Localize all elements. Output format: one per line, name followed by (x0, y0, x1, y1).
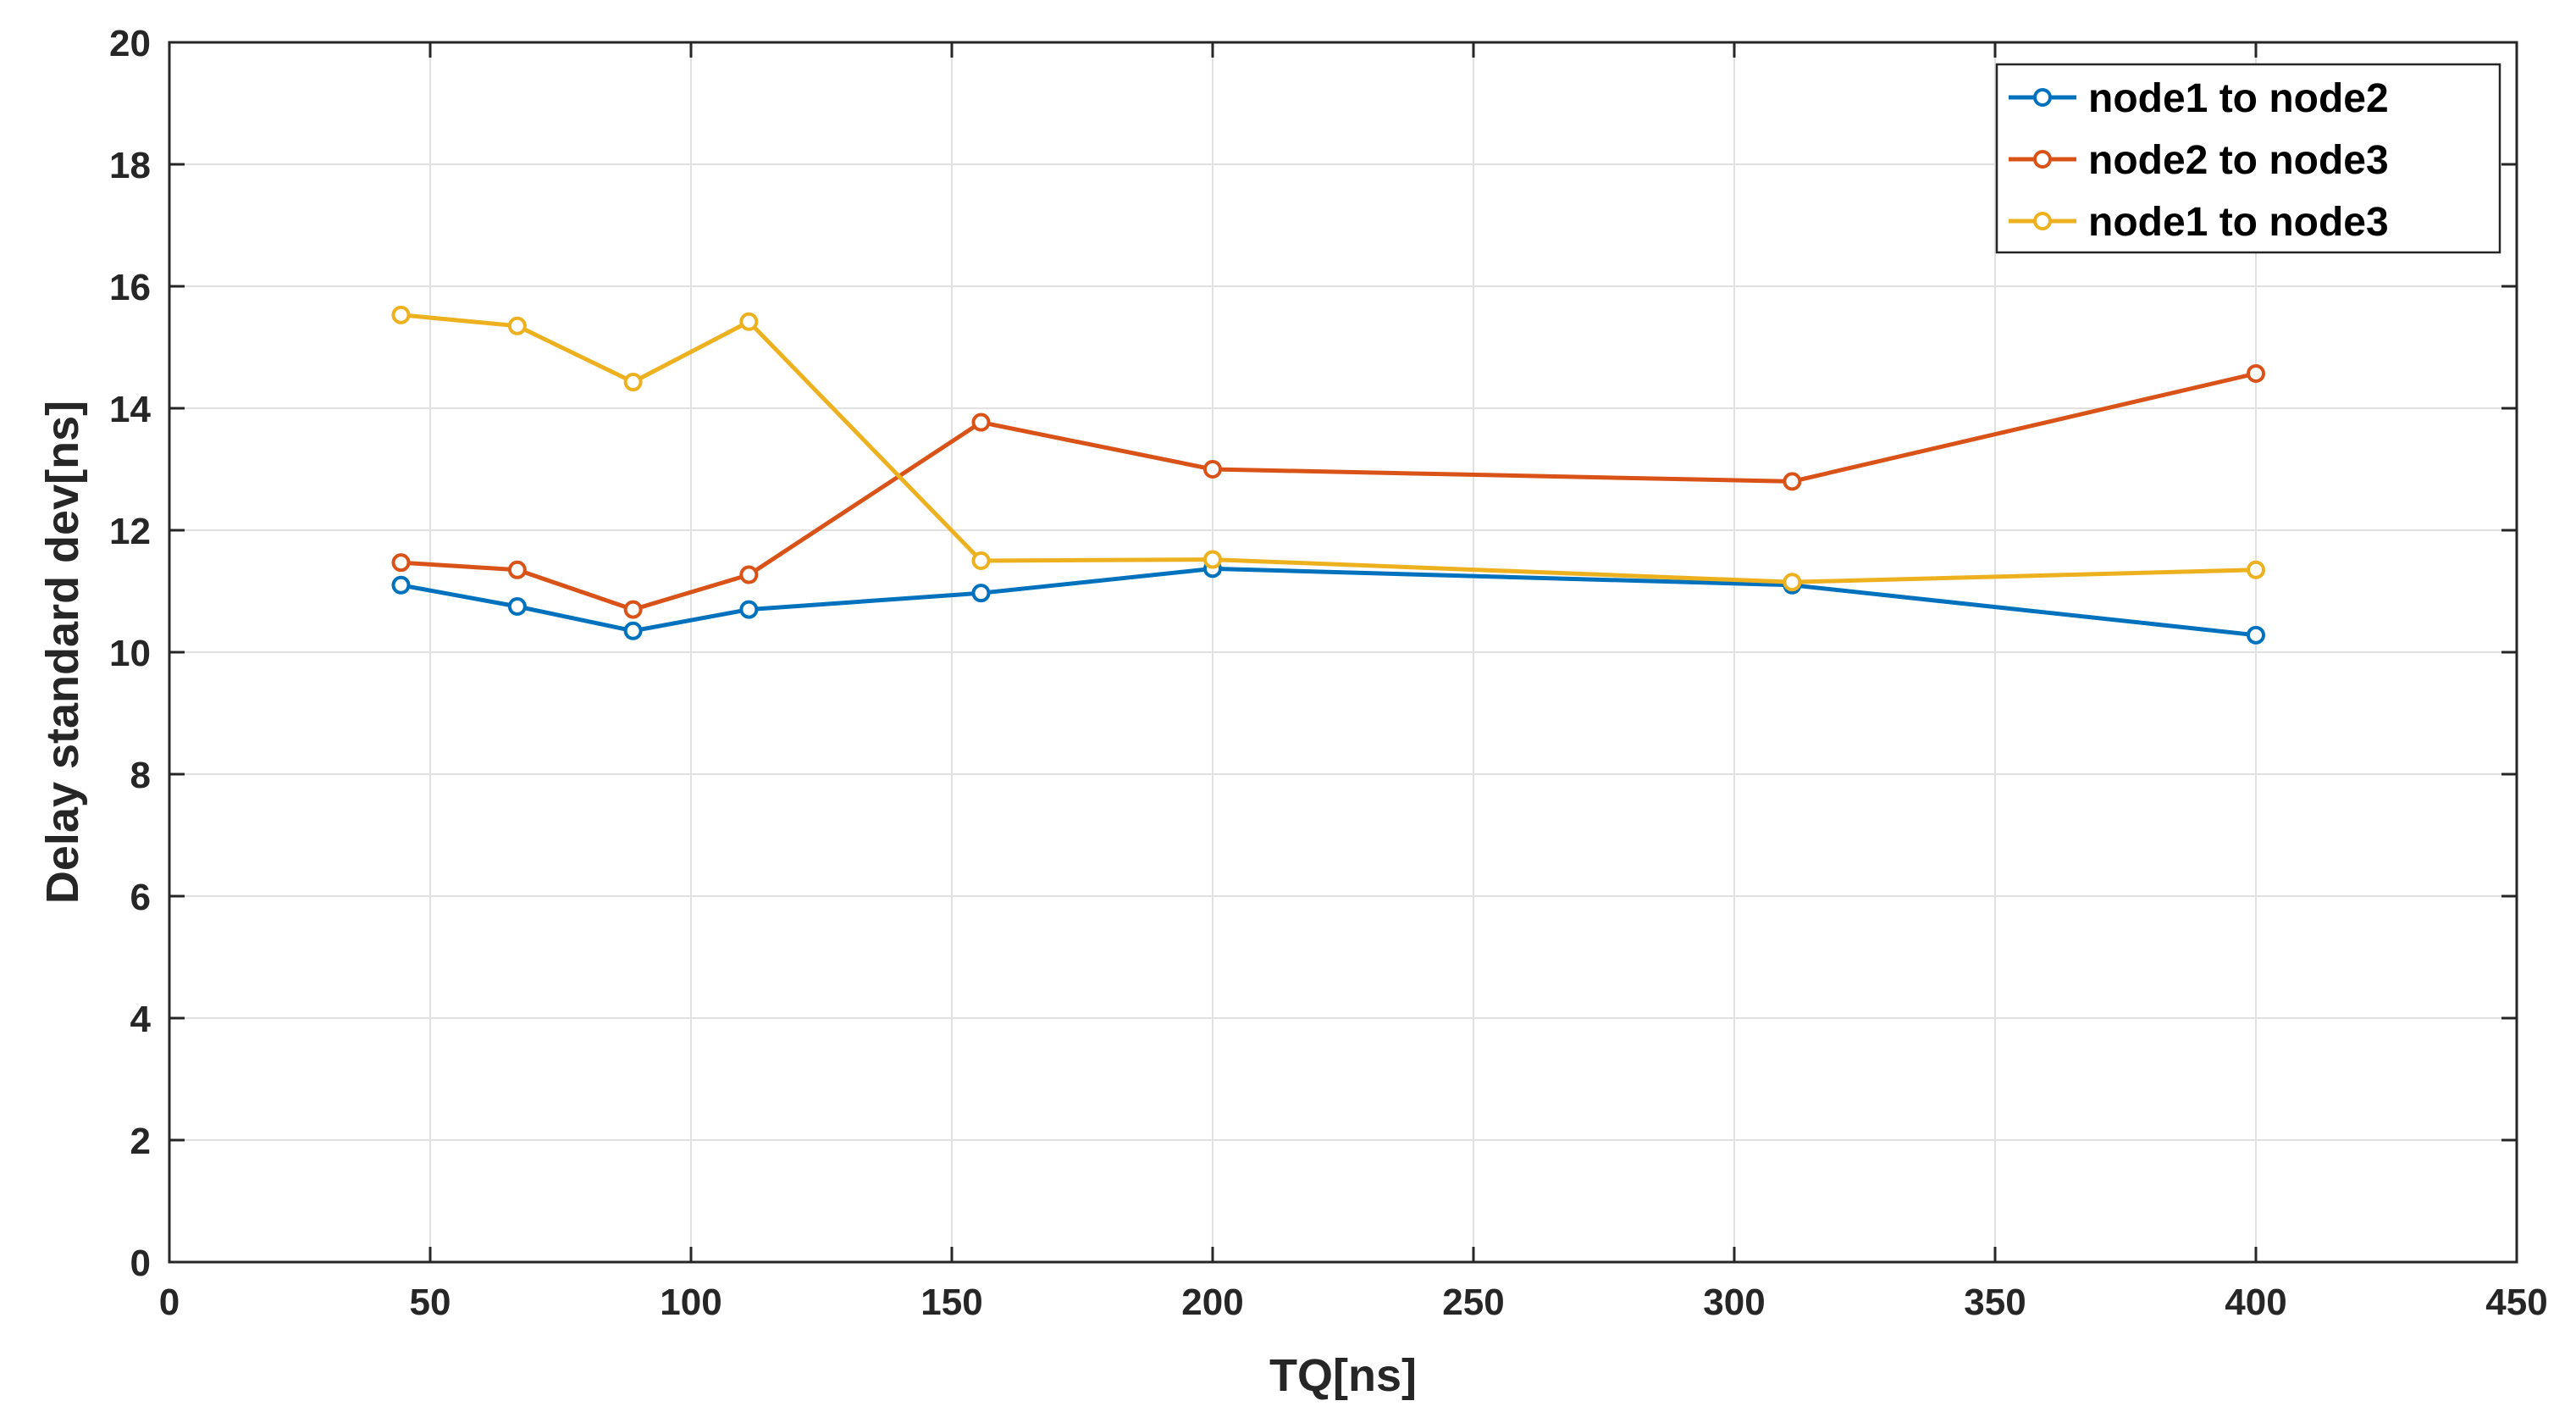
y-tick-label: 16 (109, 267, 151, 308)
data-point (507, 316, 527, 335)
y-tick-label: 14 (109, 389, 151, 430)
data-point (971, 551, 991, 570)
data-point (507, 597, 527, 616)
y-tick-label: 0 (130, 1243, 151, 1284)
data-point (739, 312, 759, 331)
x-axis-label: TQ[ns] (1269, 1350, 1417, 1401)
data-point (391, 575, 411, 595)
data-point (739, 565, 759, 584)
legend: node1 to node2 node2 to node3 node1 to n… (1995, 63, 2501, 254)
y-tick-label: 18 (109, 145, 151, 186)
data-point (971, 584, 991, 603)
y-tick-label: 2 (130, 1121, 151, 1162)
x-tick-label: 200 (1181, 1282, 1243, 1323)
data-point (391, 553, 411, 573)
legend-label-1: node1 to node2 (2088, 76, 2389, 121)
series-3 (391, 305, 2265, 592)
series-line-3 (401, 313, 2257, 584)
x-tick-label: 0 (159, 1282, 180, 1323)
series-layer (391, 305, 2265, 645)
legend-label-3: node1 to node3 (2088, 200, 2389, 245)
y-tick-label: 6 (130, 877, 151, 918)
data-point (391, 305, 411, 324)
legend-item-3: node1 to node3 (2009, 200, 2389, 245)
y-tick-label: 12 (109, 511, 151, 552)
series-line-2 (401, 371, 2257, 612)
legend-item-1: node1 to node2 (2009, 76, 2389, 121)
legend-marker-2 (2033, 150, 2052, 169)
x-tick-label: 400 (2225, 1282, 2286, 1323)
data-point (2247, 625, 2265, 645)
data-point (971, 413, 991, 432)
x-tick-label: 450 (2485, 1282, 2547, 1323)
series-line-1 (401, 566, 2257, 638)
y-axis-label: Delay standard dev[ns] (37, 401, 88, 904)
x-tick-label: 100 (660, 1282, 721, 1323)
x-tick-label: 300 (1703, 1282, 1765, 1323)
series-2 (391, 363, 2265, 619)
data-point (739, 600, 759, 619)
x-tick-label: 250 (1442, 1282, 1504, 1323)
x-tick-label: 50 (410, 1282, 451, 1323)
data-point (623, 373, 643, 392)
y-tick-label: 20 (109, 23, 151, 64)
legend-marker-1 (2033, 88, 2052, 107)
data-point (2247, 560, 2265, 579)
x-tick-label: 350 (1964, 1282, 2026, 1323)
y-tick-label: 8 (130, 755, 151, 796)
data-point (1203, 460, 1222, 479)
data-point (1203, 550, 1222, 569)
data-point (507, 560, 527, 579)
data-point (623, 621, 643, 640)
legend-label-2: node2 to node3 (2088, 138, 2389, 183)
x-tick-label: 150 (920, 1282, 982, 1323)
legend-item-2: node2 to node3 (2009, 138, 2389, 183)
data-point (1783, 472, 1802, 491)
y-tick-label: 10 (109, 633, 151, 674)
ticks: 0 50 100 150 200 250 300 350 400 450 0 2 4 6 8 10 12 14 16… (109, 23, 2548, 1323)
data-point (1783, 573, 1802, 592)
data-point (2247, 363, 2265, 383)
y-tick-label: 4 (130, 999, 152, 1040)
data-point (623, 600, 643, 619)
legend-box (1995, 63, 2501, 254)
legend-marker-3 (2033, 212, 2052, 230)
